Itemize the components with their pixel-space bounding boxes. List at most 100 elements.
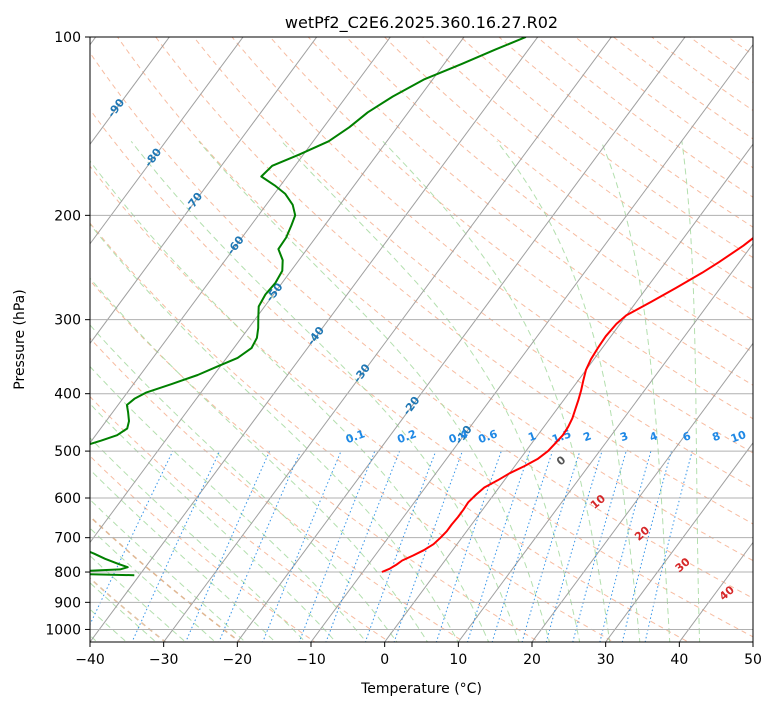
moist-adiabat-line (681, 141, 701, 642)
mixing-ratio-label: 0.2 (396, 427, 419, 446)
y-tick-label: 500 (54, 444, 81, 460)
mixing-ratio-line (521, 450, 581, 642)
x-tick-label: −10 (296, 652, 326, 668)
plot-area (90, 37, 753, 642)
isotherm-line (531, 342, 753, 642)
moist-adiabat-line (90, 403, 337, 642)
dry-adiabat-line (90, 52, 753, 599)
moist-adiabat-line (90, 555, 187, 642)
moist-adiabat-line (198, 140, 550, 642)
mixing-ratio-line (218, 450, 301, 642)
mixing-ratio-label: 1 (526, 429, 538, 444)
moist-adiabat-line (90, 582, 157, 642)
moist-adiabat-line (90, 468, 276, 642)
moist-adiabat-line (130, 140, 520, 642)
isotherm-line (605, 442, 753, 642)
x-tick-label: 0 (380, 652, 389, 668)
mixing-ratio-label: 3 (618, 429, 630, 444)
mixing-ratio-label: 0.6 (477, 427, 500, 446)
y-tick-label: 100 (54, 30, 81, 46)
dry-adiabat-line (345, 37, 753, 353)
moist-adiabat-line (90, 498, 246, 642)
mixing-ratio-label: 10 (729, 428, 748, 446)
isotherm-line (310, 43, 753, 642)
y-tick-label: 700 (54, 531, 81, 547)
dry-adiabat-line (155, 37, 753, 525)
mixing-ratio-line (90, 450, 174, 626)
moist-adiabat-line (90, 437, 307, 642)
plot-frame (89, 36, 754, 643)
mixing-ratio-line (491, 450, 553, 642)
mixing-ratio-label: 0.1 (344, 427, 367, 446)
y-tick-label: 600 (54, 491, 81, 507)
dry-adiabat-line (460, 37, 753, 259)
moist-adiabat-line (496, 140, 641, 642)
x-tick-label: 30 (597, 652, 615, 668)
mixing-ratio-line (185, 450, 271, 642)
chart-title: wetPf2_C2E6.2025.360.16.27.R02 (285, 13, 558, 33)
profile-layer (90, 37, 753, 577)
mixing-ratio-line (572, 450, 627, 642)
y-tick-label: 400 (54, 387, 81, 403)
isotherm-line (236, 37, 686, 642)
moist-adiabat-line (600, 141, 671, 642)
dry-adiabat-line (90, 515, 242, 642)
mixing-ratio-line (545, 450, 603, 642)
x-tick-label: −30 (149, 652, 179, 668)
y-tick-label: 900 (54, 595, 81, 611)
moist-adiabat-line (281, 140, 581, 642)
mixing-ratio-label: 13 (758, 428, 775, 445)
mixing-ratio-line (644, 450, 693, 642)
dry-adiabat-line (90, 108, 753, 638)
dry-adiabat-line (383, 37, 753, 321)
isotherm-line (90, 37, 318, 345)
mixing-ratio-label: 4 (648, 429, 660, 444)
isotherm-line (457, 242, 753, 642)
isotherm-line (384, 143, 753, 642)
isotherm-line (90, 37, 391, 444)
isotherm-line (163, 37, 612, 642)
background-lines (90, 10, 775, 654)
dry-adiabat-line (90, 337, 466, 642)
dry-adiabat-line (498, 37, 753, 228)
mixing-ratio-label: 2 (581, 429, 593, 444)
y-axis: 100 200 300 400 500 600 700 800 900 1000 (45, 30, 90, 638)
isotherm-line (678, 541, 753, 642)
mixing-ratio-line (621, 450, 672, 642)
mixing-ratio-line (298, 450, 376, 642)
temperature-profile-line (381, 236, 753, 573)
x-tick-label: −40 (75, 652, 105, 668)
isotherm-line (90, 37, 170, 146)
isotherm-line (90, 37, 465, 544)
x-tick-label: 10 (449, 652, 467, 668)
mixing-ratio-label: 0.4 (447, 427, 470, 446)
y-tick-label: 1000 (45, 622, 81, 638)
y-axis-title: Pressure (hPa) (12, 289, 28, 389)
y-tick-label: 300 (54, 313, 81, 329)
x-axis-title: Temperature (°C) (360, 681, 482, 697)
mixing-ratio-line (262, 450, 342, 642)
mixing-ratio-line (131, 450, 221, 642)
x-tick-label: −20 (223, 652, 253, 668)
dry-adiabat-line (116, 37, 753, 562)
mixing-ratio-line (599, 450, 652, 642)
moist-adiabat-line (90, 223, 459, 642)
x-axis: −40 −30 −20 −10 0 10 20 30 40 50 (75, 642, 762, 668)
isotherm-line (90, 37, 539, 642)
x-tick-label: 40 (670, 652, 688, 668)
dry-adiabat-line (766, 10, 775, 654)
moist-adiabat-line (90, 365, 367, 642)
mixing-ratio-line (364, 450, 437, 642)
moist-adiabat-line (90, 324, 398, 642)
dry-adiabat-line (90, 279, 540, 642)
dry-adiabat-line (90, 395, 391, 642)
x-tick-label: 20 (523, 652, 541, 668)
y-tick-label: 200 (54, 208, 81, 224)
mixing-ratio-label: 8 (710, 429, 722, 444)
y-tick-label: 800 (54, 565, 81, 581)
dry-adiabat-line (90, 222, 615, 642)
dry-adiabat-line (574, 37, 753, 169)
dry-adiabat-line (231, 37, 753, 454)
mixing-ratio-label: 6 (681, 429, 693, 444)
